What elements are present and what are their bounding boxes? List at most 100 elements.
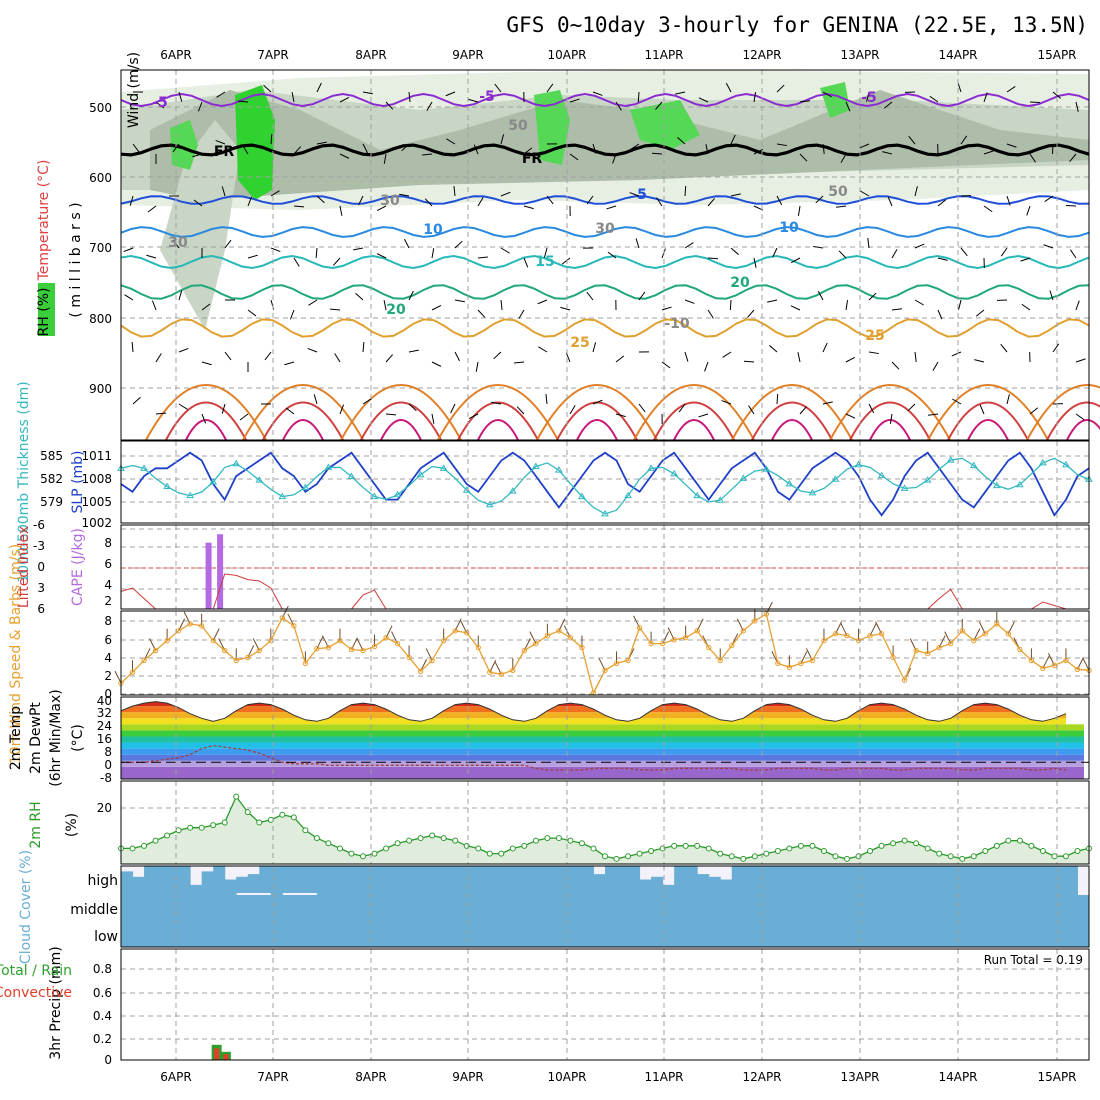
temp-contour-diurnal xyxy=(477,419,519,441)
cloud-bar-high xyxy=(201,871,214,893)
cloud-bar-high xyxy=(743,866,756,893)
wind-barb xyxy=(408,349,419,353)
cloud-bar-high xyxy=(950,866,963,893)
rh-point xyxy=(129,845,136,852)
wind-barb xyxy=(678,403,686,413)
contour-label: 25 xyxy=(865,328,884,344)
dewpt-axis-label: 2m DewPt xyxy=(28,702,44,774)
thickness-marker xyxy=(531,462,540,470)
wind-barb xyxy=(545,394,548,405)
rh-point xyxy=(417,835,424,842)
wind-speed-point xyxy=(556,628,562,634)
wind-speed-point xyxy=(706,644,712,651)
wind-barb xyxy=(721,400,732,405)
rh-point xyxy=(486,850,493,857)
wind-barb xyxy=(569,153,579,161)
wind-barb xyxy=(224,351,232,361)
rh-point xyxy=(198,824,205,831)
panel-border xyxy=(120,780,1090,865)
wind-barb xyxy=(615,413,626,418)
wind-barb xyxy=(237,100,249,103)
wind-barb xyxy=(124,294,134,301)
wind-barb xyxy=(473,144,479,155)
temp-band xyxy=(121,766,1084,779)
wind-barb xyxy=(748,405,755,415)
temp-contour-20 xyxy=(120,284,1090,300)
wind-barb xyxy=(776,84,785,93)
cloud-bar-high xyxy=(501,866,514,893)
rh-point xyxy=(809,842,816,849)
wind-barb xyxy=(914,351,917,362)
cape-axis-label: CAPE (J/kg) xyxy=(70,528,86,606)
rh-point xyxy=(890,840,897,847)
wind-barb xyxy=(339,404,345,415)
cloud-bar-high xyxy=(766,866,779,893)
wind-barb xyxy=(270,190,280,197)
y-tick-wind: 2 xyxy=(104,669,112,683)
thickness-marker xyxy=(946,456,955,463)
wind-barb xyxy=(891,361,900,370)
wind-speed-point xyxy=(544,633,551,639)
temp-contour-diurnal xyxy=(262,401,344,441)
contour-label: -5 xyxy=(861,90,877,106)
y-tick-li: 6 xyxy=(37,602,45,616)
cloud-bar-high xyxy=(985,866,998,893)
rh-point xyxy=(982,848,989,855)
wind-barb xyxy=(178,347,189,353)
wind-barb xyxy=(446,138,456,145)
wind-speed-point xyxy=(302,660,309,667)
thickness-marker xyxy=(624,491,632,499)
rh-point xyxy=(210,822,217,829)
temp-band xyxy=(121,730,1084,737)
rh-point xyxy=(221,819,228,826)
temp-contour-diurnal xyxy=(165,401,247,441)
wind-speed-point xyxy=(890,654,896,661)
wind-barb xyxy=(635,238,640,249)
wind-barb xyxy=(698,97,709,103)
temp-contour-diurnal xyxy=(731,384,853,441)
wind-barb xyxy=(651,152,663,155)
rh-point xyxy=(844,855,850,862)
rh-point xyxy=(947,853,954,860)
wind-speed-point xyxy=(429,657,435,664)
wind-speed-point xyxy=(671,636,677,643)
wind-barb xyxy=(500,299,503,310)
cloud-bar-high xyxy=(1054,866,1067,893)
wind-barb xyxy=(316,82,322,93)
wind-barb xyxy=(316,195,325,204)
wind-speed-point xyxy=(360,647,366,654)
slp-axis-label: SLP (mb) xyxy=(70,450,86,513)
wind-barb xyxy=(224,239,232,249)
wind-barb xyxy=(155,412,167,415)
contour-label: -5 xyxy=(479,89,495,105)
contour-label: -5 xyxy=(152,95,168,111)
rh-point xyxy=(1005,837,1012,844)
rh-point xyxy=(429,832,436,839)
rh-high-patch xyxy=(235,85,275,200)
wind-barb xyxy=(431,305,442,311)
panel-border xyxy=(120,865,1090,948)
contour-label: 15 xyxy=(535,254,554,270)
wind-barb xyxy=(776,143,787,147)
contour-label: 10 xyxy=(423,222,443,238)
wind-barb xyxy=(518,309,525,319)
temperature-axis-label: Temperature (°C) xyxy=(36,160,52,282)
rh-point xyxy=(878,842,885,849)
wind-barb xyxy=(431,413,435,424)
cloud-bar-high xyxy=(270,866,283,893)
date-label-bottom: 9APR xyxy=(452,1070,483,1084)
cloud-bar-high xyxy=(535,866,548,893)
y-tick-precip: 0.6 xyxy=(93,986,112,1000)
temp-contour-minus5 xyxy=(120,92,1090,108)
thickness-marker xyxy=(186,491,195,499)
rh-point xyxy=(555,835,562,842)
wind-speed-point xyxy=(1017,646,1023,653)
wind-barb xyxy=(772,247,778,258)
rh-point xyxy=(187,824,194,831)
wind-barb xyxy=(247,309,257,317)
wind-speed-point xyxy=(682,634,689,641)
cloud-bar-high xyxy=(973,866,986,893)
y-tick-thickness: 585 xyxy=(40,449,63,463)
rh-point xyxy=(959,855,966,862)
wind-barb xyxy=(1026,205,1031,216)
